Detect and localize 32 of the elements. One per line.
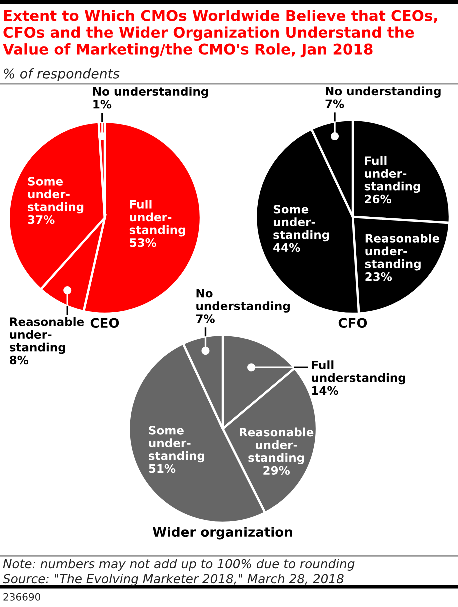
slice-label: No understanding: [326, 86, 441, 98]
slice-label: No understanding: [93, 87, 208, 98]
source-note: Source: "The Evolving Marketer 2018," March 28, 2018: [3, 574, 344, 586]
data-label: 53%: [130, 238, 157, 248]
data-label: 26%: [365, 194, 392, 204]
slice-label: No understanding: [196, 289, 290, 313]
slice-label: Reasonable under- standing: [365, 234, 440, 271]
text: CFO: [338, 318, 368, 328]
slice-label: Some under- standing: [274, 205, 330, 242]
slice-label: Reasonable under- standing: [240, 428, 314, 464]
slice-label: Full under- standing: [130, 200, 186, 237]
data-label: 1%: [94, 100, 112, 109]
slice-label: Full under- standing: [364, 156, 420, 194]
data-label: 51%: [149, 464, 176, 474]
data-label: 8%: [10, 356, 29, 365]
text: CEO: [90, 318, 120, 328]
data-label: 37%: [28, 215, 55, 224]
text: Note: numbers may not add up to 100% due to rounding: [3, 559, 355, 571]
data-label: 44%: [274, 243, 300, 252]
data-label: 7%: [196, 314, 215, 324]
slice-label: Full understanding: [312, 360, 406, 385]
text: Extent to Which CMOs Worldwide Believe that CEOs, CFOs and the Wider Organization Understand the Value of Marketing/the CMO's Role, Jan 2018: [3, 10, 438, 58]
text: % of respondents: [4, 68, 120, 82]
text: 236690: [4, 593, 41, 601]
text: Wider organization: [153, 527, 292, 540]
slice-label: Some under- standing: [28, 177, 84, 214]
data-label: 7%: [326, 100, 344, 108]
data-label: 14%: [312, 386, 338, 396]
data-label: 29%: [264, 466, 290, 475]
slice-label: Reasonable under- standing: [10, 317, 84, 354]
slice-label: Some under- standing: [149, 426, 204, 463]
data-label: 23%: [366, 272, 392, 282]
